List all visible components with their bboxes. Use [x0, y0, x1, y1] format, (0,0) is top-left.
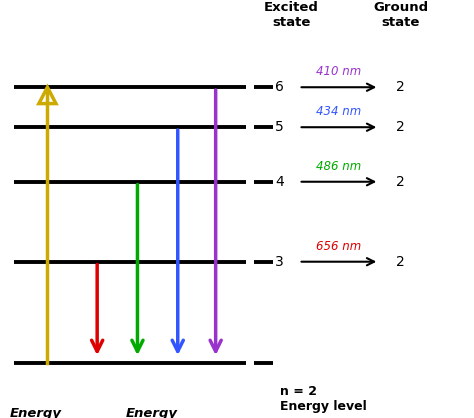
Text: 5: 5 — [275, 120, 284, 134]
Text: n = 2
Energy level: n = 2 Energy level — [280, 385, 366, 413]
Text: 410 nm: 410 nm — [316, 65, 362, 78]
Text: 2: 2 — [396, 80, 405, 94]
Text: 486 nm: 486 nm — [316, 160, 362, 173]
Text: Energy
emitted: Energy emitted — [122, 407, 181, 418]
Text: 2: 2 — [396, 120, 405, 134]
Text: 656 nm: 656 nm — [316, 240, 362, 252]
Text: 6: 6 — [275, 80, 284, 94]
Text: 3: 3 — [275, 255, 284, 269]
Text: Excited
state: Excited state — [264, 1, 319, 29]
Text: 434 nm: 434 nm — [316, 105, 362, 118]
Text: 2: 2 — [396, 255, 405, 269]
Text: Energy
absorbed: Energy absorbed — [0, 407, 71, 418]
Text: 4: 4 — [275, 175, 284, 189]
Text: 2: 2 — [396, 175, 405, 189]
Text: Ground
state: Ground state — [373, 1, 428, 29]
